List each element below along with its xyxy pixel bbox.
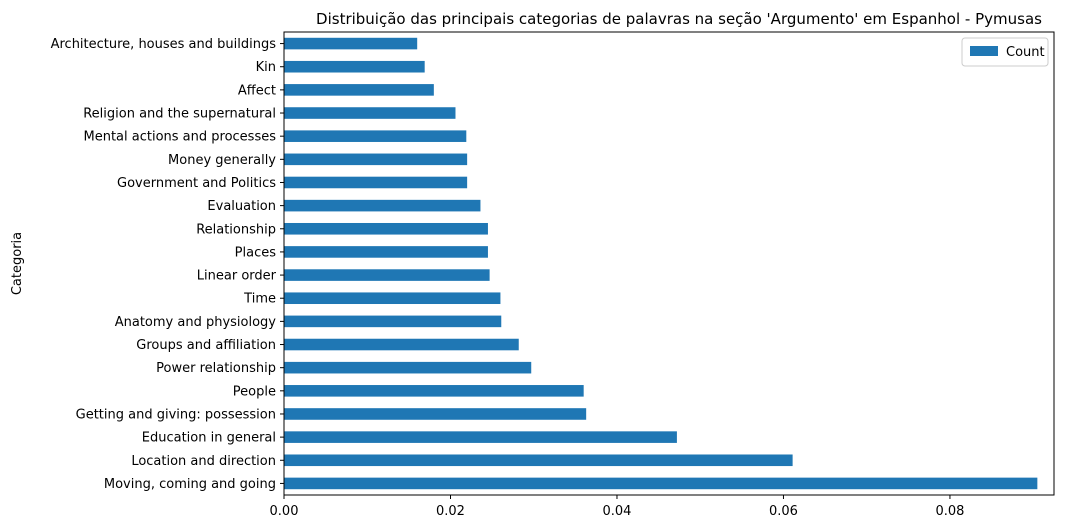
bar bbox=[284, 176, 468, 189]
y-tick-label: Affect bbox=[238, 83, 276, 98]
y-tick-label: Places bbox=[235, 245, 277, 260]
plot-frame bbox=[283, 31, 1055, 496]
legend-label: Count bbox=[1006, 45, 1045, 60]
y-tick-label: Groups and affiliation bbox=[136, 338, 276, 353]
x-axis-ticks: 0.00 0.02 0.04 0.06 0.08 bbox=[270, 495, 964, 519]
bar bbox=[284, 315, 502, 328]
y-tick-label: People bbox=[233, 384, 276, 399]
bar bbox=[284, 37, 418, 50]
bar bbox=[284, 107, 456, 119]
bars-group bbox=[284, 37, 1038, 490]
bar bbox=[284, 454, 793, 467]
x-tick-label: 0.02 bbox=[436, 504, 465, 519]
bar bbox=[284, 361, 532, 374]
x-tick-label: 0.06 bbox=[769, 504, 798, 519]
y-tick-label: Relationship bbox=[196, 222, 276, 237]
y-tick-label: Location and direction bbox=[131, 454, 276, 469]
bar bbox=[284, 84, 434, 96]
y-tick-label: Getting and giving: possession bbox=[76, 407, 276, 422]
y-tick-label: Education in general bbox=[142, 431, 276, 446]
y-tick-label: Anatomy and physiology bbox=[115, 315, 277, 330]
bar bbox=[284, 338, 519, 351]
legend: Count bbox=[961, 37, 1049, 67]
bar bbox=[284, 246, 488, 258]
bar bbox=[284, 292, 501, 305]
y-tick-label: Architecture, houses and buildings bbox=[51, 37, 277, 52]
bar bbox=[284, 269, 490, 281]
bar bbox=[284, 477, 1038, 490]
x-tick-label: 0.08 bbox=[935, 504, 964, 519]
bar bbox=[284, 60, 425, 73]
x-tick-label: 0.04 bbox=[602, 504, 631, 519]
y-tick-label: Evaluation bbox=[207, 199, 276, 214]
y-tick-label: Linear order bbox=[197, 269, 277, 284]
y-tick-label: Power relationship bbox=[156, 361, 276, 376]
legend-box bbox=[961, 37, 1049, 67]
x-tick-label: 0.00 bbox=[270, 504, 299, 519]
y-axis-label: Categoria bbox=[10, 232, 25, 295]
bar bbox=[284, 385, 584, 397]
bar bbox=[284, 222, 488, 235]
y-tick-label: Government and Politics bbox=[117, 176, 276, 191]
bar bbox=[284, 199, 481, 212]
bar bbox=[284, 130, 467, 142]
chart-title: Distribuição das principais categorias d… bbox=[316, 10, 1042, 28]
bar bbox=[284, 408, 587, 420]
y-tick-label: Kin bbox=[256, 60, 276, 75]
legend-swatch bbox=[970, 46, 998, 56]
bar bbox=[284, 431, 677, 443]
y-tick-label: Money generally bbox=[168, 153, 276, 168]
bar bbox=[284, 153, 468, 166]
y-tick-label: Mental actions and processes bbox=[84, 130, 277, 145]
y-tick-label: Time bbox=[243, 292, 276, 307]
y-axis-ticks: Moving, coming and going Location and dir… bbox=[51, 37, 284, 492]
y-tick-label: Moving, coming and going bbox=[104, 477, 276, 492]
y-tick-label: Religion and the supernatural bbox=[83, 107, 276, 122]
